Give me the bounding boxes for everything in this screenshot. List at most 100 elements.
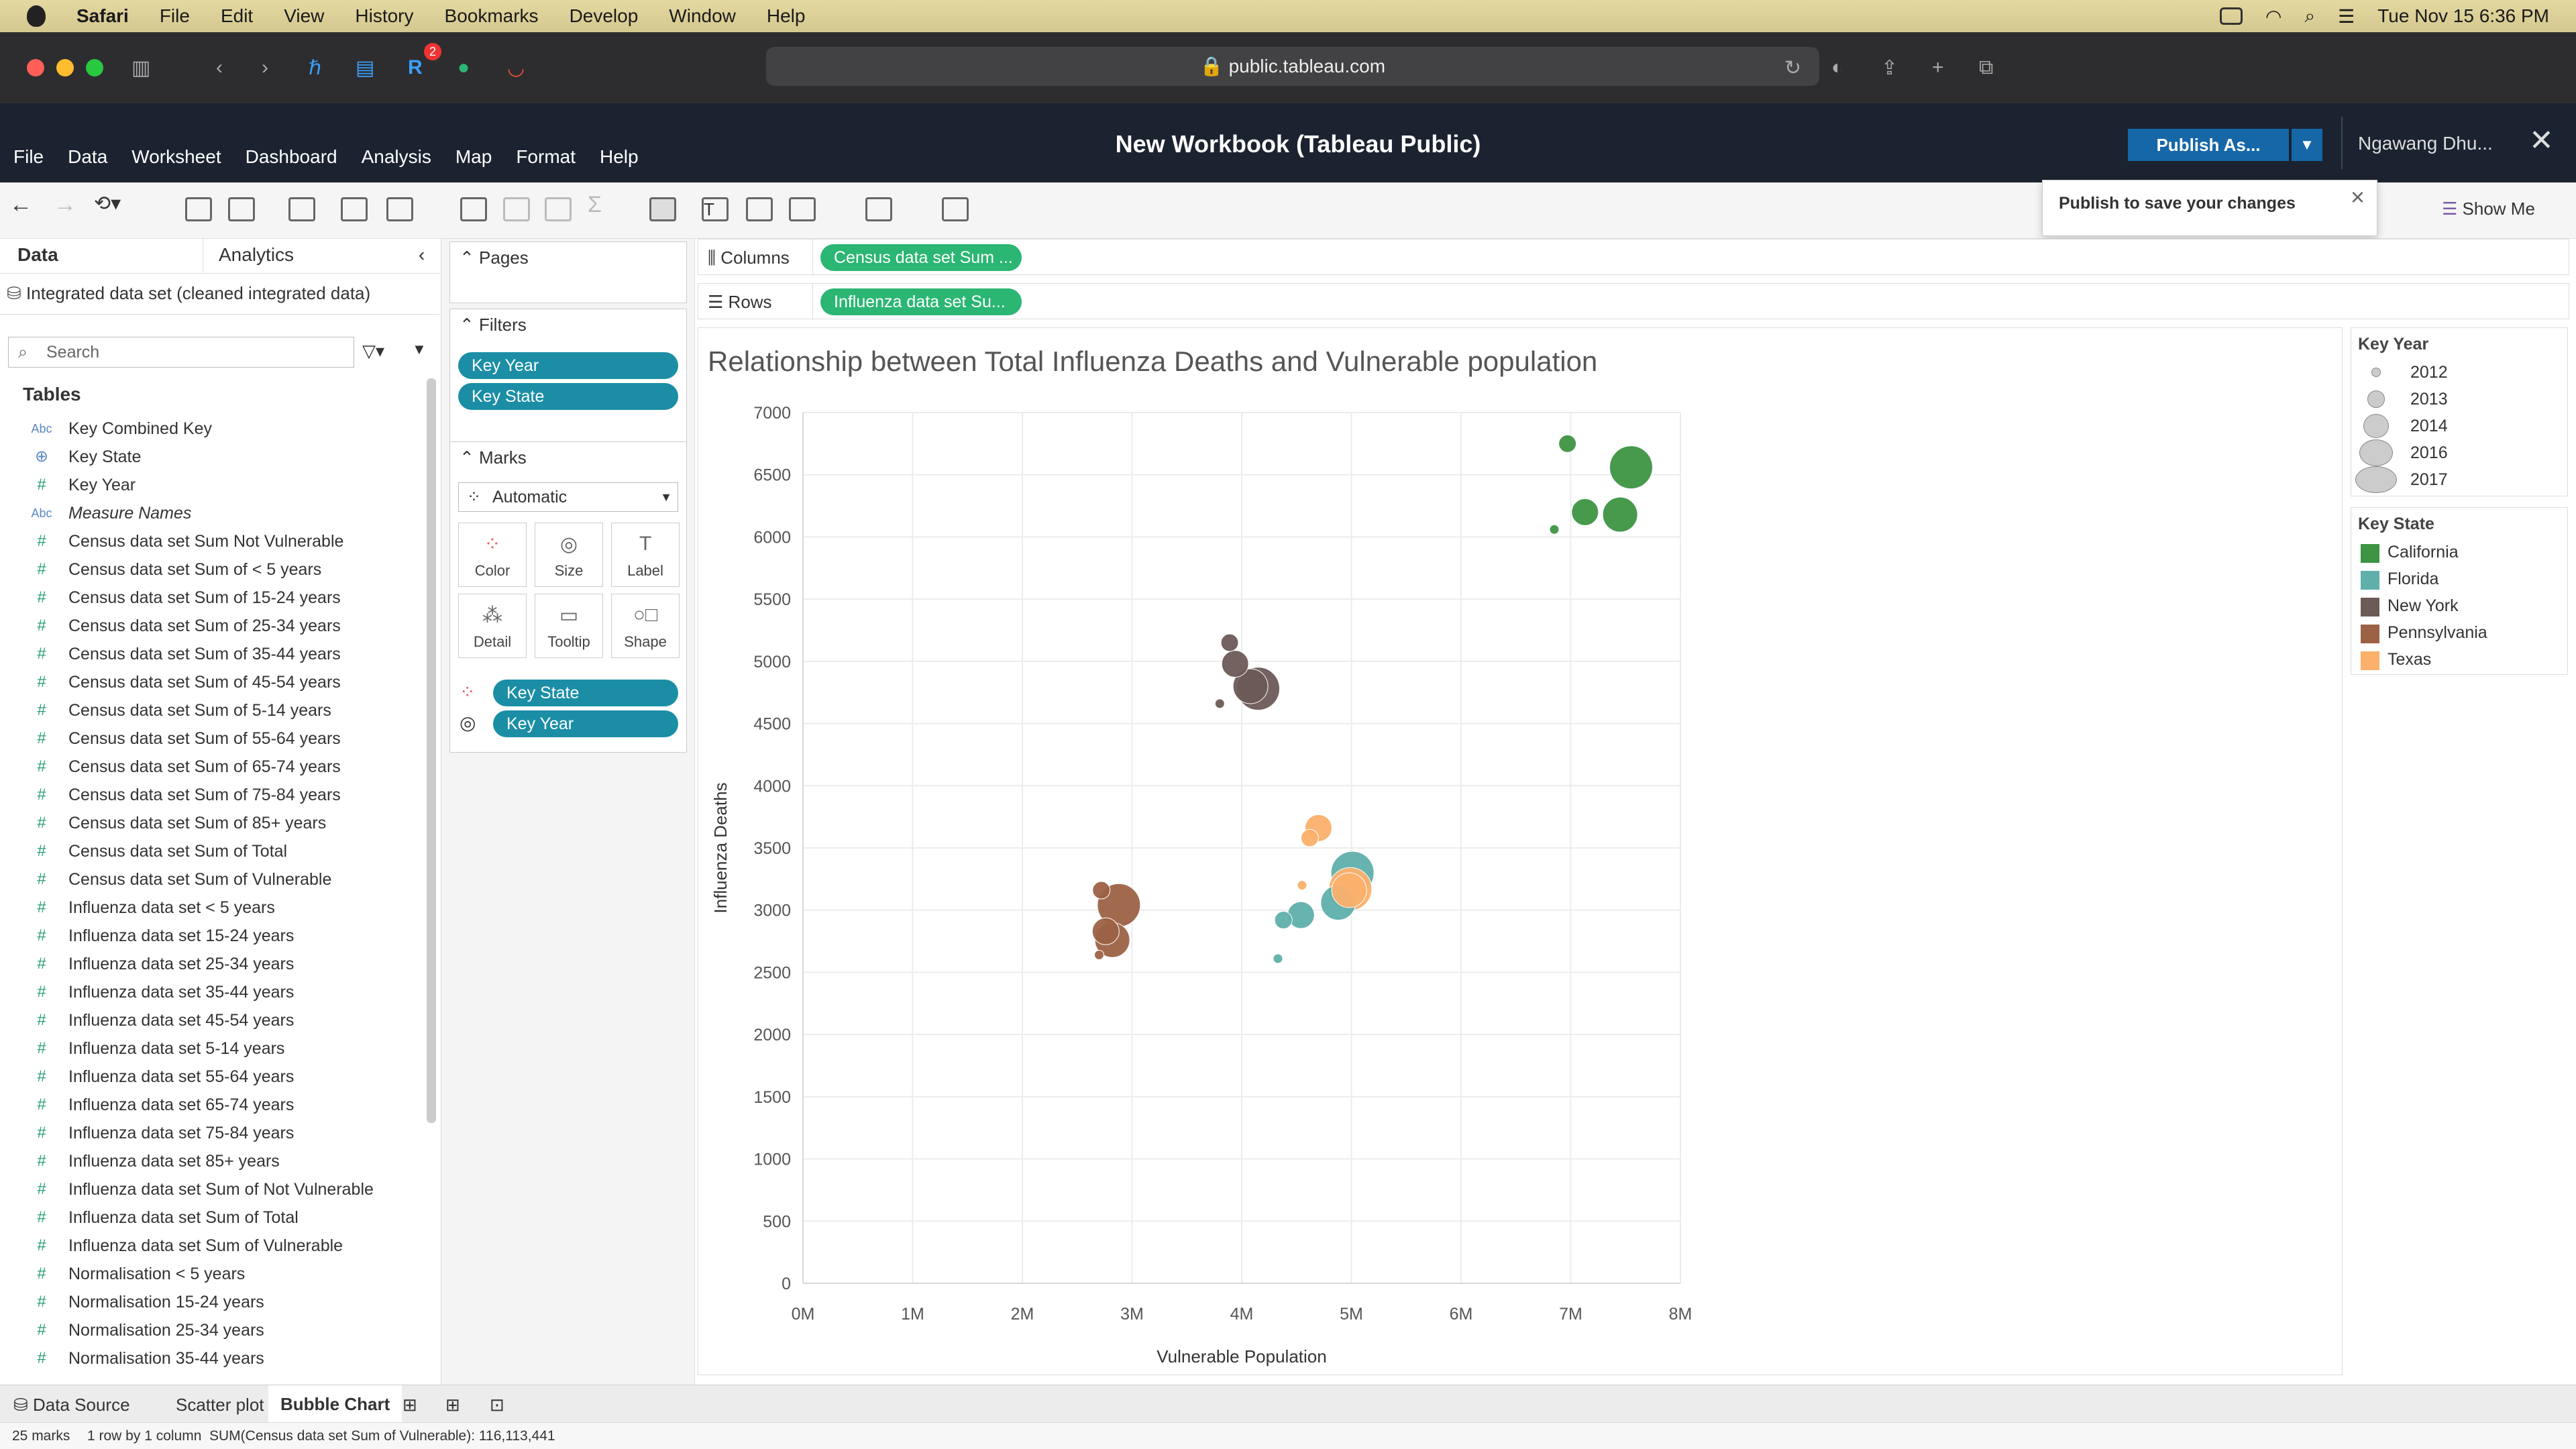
field-item[interactable]: ⊕ Key State [0,443,436,471]
field-item[interactable]: # Normalisation 35-44 years [0,1344,436,1373]
field-item[interactable]: # Key Year [0,471,436,499]
field-item[interactable]: # Influenza data set 45-54 years [0,1006,436,1034]
apple-icon[interactable] [27,5,46,27]
menu-app[interactable]: Safari [76,5,129,26]
collapse-icon[interactable]: ‹ [419,244,425,265]
field-item[interactable]: # Census data set Sum of 15-24 years [0,584,436,612]
field-item[interactable]: # Influenza data set < 5 years [0,894,436,922]
sidebar-icon[interactable]: ▥ [131,57,151,79]
rows-pill[interactable]: Influenza data set Su... [820,288,1022,315]
share-icon[interactable]: ⇪ [1881,57,1898,79]
field-item[interactable]: # Census data set Sum of 75-84 years [0,781,436,809]
download-icon[interactable] [942,197,969,221]
marks-pill-key-year[interactable]: Key Year [493,710,678,737]
field-item[interactable]: # Influenza data set 35-44 years [0,978,436,1006]
totals-icon[interactable]: Σ [588,192,602,217]
pause-icon[interactable] [228,197,255,221]
field-item[interactable]: # Influenza data set Sum of Vulnerable [0,1232,436,1260]
battery-icon[interactable] [2220,7,2243,25]
pages-card-title[interactable]: ⌃ Pages [460,248,529,268]
field-item[interactable]: # Census data set Sum of 45-54 years [0,668,436,696]
menu-file[interactable]: File [159,5,190,26]
sort-asc-icon[interactable] [503,197,530,221]
bubble-chart[interactable]: 0M 1M 2M 3M 4M 5M 6M 7M 8M 0 500 1000 1500 2000 2500 30… [698,328,2343,1376]
field-item[interactable]: # Influenza data set 55-64 years [0,1063,436,1091]
columns-shelf[interactable]: ⫼ Columns Census data set Sum ... [698,239,2569,276]
redo-icon[interactable]: → [54,192,76,217]
wifi-icon[interactable]: ◠ [2265,5,2282,27]
back-icon[interactable]: ‹ [216,56,223,78]
show-cards-icon[interactable] [865,197,892,221]
field-item[interactable]: # Influenza data set Sum of Not Vulnerabl… [0,1175,436,1203]
forward-icon[interactable]: › [262,56,268,78]
state-legend-item[interactable]: Texas [2351,646,2566,673]
new-story-icon[interactable]: ⊡ [490,1395,504,1415]
marks-card-title[interactable]: ⌃ Marks [460,447,527,468]
menu-view[interactable]: View [284,5,325,26]
mark-type-select[interactable]: ⁘ Automatic ▼ [458,482,678,512]
extension-icon[interactable]: ◡ [507,57,525,79]
state-legend-item[interactable]: New York [2351,592,2566,619]
tableau-menu-analysis[interactable]: Analysis [361,146,431,167]
columns-pill[interactable]: Census data set Sum ... [820,244,1022,271]
field-item[interactable]: # Census data set Sum of 5-14 years [0,696,436,724]
tableau-menu-help[interactable]: Help [600,146,639,167]
shield-icon[interactable]: ◐ [1831,56,1844,78]
tab-bubble-chart[interactable]: Bubble Chart [268,1385,402,1423]
swap-icon[interactable] [460,197,487,221]
close-icon[interactable]: × [2350,183,2365,211]
menu-develop[interactable]: Develop [569,5,639,26]
filter-pill-key-year[interactable]: Key Year [458,352,678,379]
replay-icon[interactable]: ⟲▾ [94,193,121,215]
year-legend-item[interactable]: 2014 [2351,413,2566,439]
rows-shelf[interactable]: ☰ Rows Influenza data set Su... [698,283,2569,320]
tab-data-source[interactable]: ⛁ Data Source [13,1395,130,1415]
field-item[interactable]: # Influenza data set 85+ years [0,1147,436,1175]
highlight-icon[interactable] [649,197,676,221]
field-item[interactable]: # Influenza data set 25-34 years [0,950,436,978]
tableau-menu-format[interactable]: Format [516,146,576,167]
menu-help[interactable]: Help [766,5,806,26]
field-item[interactable]: # Influenza data set 75-84 years [0,1119,436,1147]
field-item[interactable]: # Census data set Sum Not Vulnerable [0,527,436,555]
clear-sheet-icon[interactable] [386,197,413,221]
year-legend-item[interactable]: 2016 [2351,439,2566,466]
publish-dropdown[interactable]: ▼ [2292,129,2322,161]
filter-icon[interactable]: ▽▾ [362,341,385,361]
extension-icon[interactable]: ℏ [309,57,322,79]
field-item[interactable]: # Influenza data set 5-14 years [0,1034,436,1063]
undo-icon[interactable]: ← [9,192,32,217]
field-item[interactable]: # Census data set Sum of 65-74 years [0,753,436,781]
extension-icon[interactable]: ▤ [356,57,375,79]
field-item[interactable]: # Census data set Sum of 85+ years [0,809,436,837]
field-item[interactable]: # Normalisation 15-24 years [0,1288,436,1316]
field-item[interactable]: # Census data set Sum of < 5 years [0,555,436,584]
menu-window[interactable]: Window [669,5,736,26]
clock[interactable]: Tue Nov 15 6:36 PM [2377,5,2549,26]
close-icon[interactable]: ✕ [2529,124,2554,157]
size-button[interactable]: ◎ Size [535,523,603,587]
field-item[interactable]: # Influenza data set 65-74 years [0,1091,436,1119]
shape-button[interactable]: ○□ Shape [611,594,680,658]
field-item[interactable]: Abc Measure Names [0,499,436,527]
state-legend-item[interactable]: California [2351,539,2566,566]
menu-dropdown-icon[interactable]: ▼ [412,341,427,358]
field-item[interactable]: # Census data set Sum of 35-44 years [0,640,436,668]
field-item[interactable]: Abc Key Combined Key [0,415,436,443]
field-item[interactable]: # Normalisation < 5 years [0,1260,436,1288]
field-item[interactable]: # Census data set Sum of 55-64 years [0,724,436,753]
control-center-icon[interactable]: ☰ [2338,5,2355,27]
fit-icon[interactable] [789,197,816,221]
tooltip-button[interactable]: ▭ Tooltip [535,594,603,658]
menu-history[interactable]: History [355,5,414,26]
show-me-button[interactable]: ☰ Show Me [2442,199,2535,219]
detail-button[interactable]: ⁂ Detail [458,594,527,658]
url-bar[interactable]: 🔒 public.tableau.com [766,47,1819,86]
duplicate-icon[interactable] [341,197,368,221]
tableau-menu-map[interactable]: Map [455,146,492,167]
new-sheet-icon[interactable] [288,197,315,221]
new-tab-icon[interactable]: + [1932,56,1944,78]
year-legend-item[interactable]: 2012 [2351,359,2566,386]
minimize-window-button[interactable] [56,59,74,76]
tableau-menu-file[interactable]: File [13,146,44,167]
